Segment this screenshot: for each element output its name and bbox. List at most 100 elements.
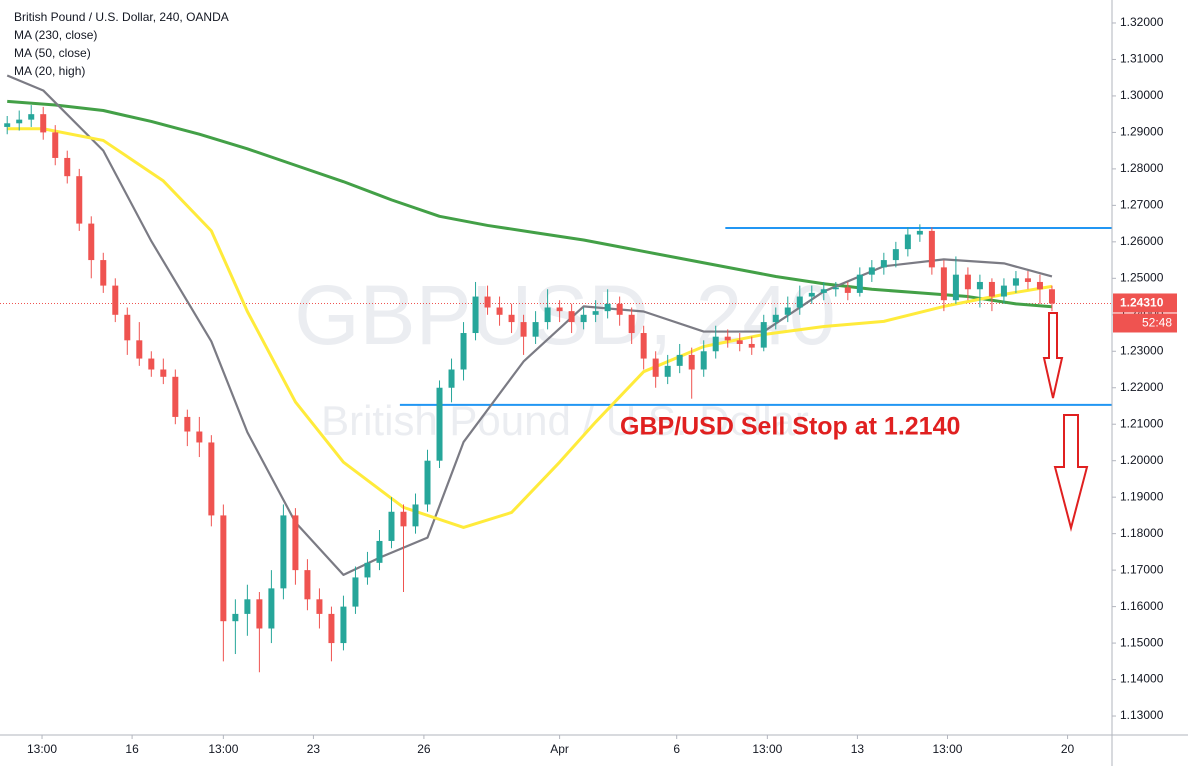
candle-body — [664, 365, 671, 377]
candle-body — [316, 599, 323, 614]
candle-body — [580, 314, 587, 323]
candle-body — [280, 515, 287, 589]
y-tick-label: 1.25000 — [1120, 270, 1164, 284]
y-tick-label: 1.28000 — [1120, 161, 1164, 175]
candle-body — [484, 296, 491, 308]
last-price-box — [1113, 293, 1177, 313]
arrow — [1053, 414, 1089, 532]
candle-body — [268, 588, 275, 629]
candle-body — [1048, 289, 1055, 304]
candle-body — [784, 307, 791, 315]
candle-body — [400, 511, 407, 527]
candle-body — [136, 340, 143, 359]
y-tick-label: 1.19000 — [1120, 489, 1164, 503]
axes: 1.32000 1.31000 1.30000 1.29000 1.28000 1.270… — [27, 15, 1177, 756]
x-tick-label: 13:00 — [752, 742, 782, 756]
candle-body — [184, 416, 191, 432]
candle-body — [640, 333, 647, 359]
x-tick-label: 6 — [673, 742, 680, 756]
candle-body — [412, 504, 419, 527]
candle-body — [892, 249, 899, 261]
candle-body — [460, 333, 467, 370]
y-tick-label: 1.14000 — [1120, 672, 1164, 686]
chart-title: British Pound / U.S. Dollar, 240, OANDA — [14, 10, 229, 24]
candle-body — [532, 322, 539, 337]
candle-body — [472, 296, 479, 334]
candle-body — [124, 314, 131, 341]
candle-body — [196, 431, 203, 443]
candle-body — [688, 354, 695, 370]
candle-body — [208, 442, 215, 516]
candle-body — [772, 314, 779, 323]
candle-body — [868, 267, 875, 275]
price-axis — [1112, 0, 1188, 766]
candle-body — [712, 336, 719, 352]
candle-body — [376, 540, 383, 563]
candle-body — [64, 157, 71, 177]
candle-body — [856, 274, 863, 293]
candle-body — [100, 260, 107, 286]
candle-body — [40, 114, 47, 133]
plot — [0, 74, 1120, 673]
candle-body — [964, 274, 971, 290]
candle-body — [112, 285, 119, 315]
arrow — [1042, 312, 1064, 399]
y-tick-label: 1.22000 — [1120, 380, 1164, 394]
candle-body — [568, 311, 575, 323]
x-tick-label: Apr — [550, 742, 569, 756]
candle-body — [424, 460, 431, 505]
candle-body — [544, 307, 551, 323]
legend-entry: MA (20, high) — [14, 64, 85, 78]
candle-body — [52, 132, 59, 158]
candle-body — [808, 292, 815, 297]
y-tick-label: 1.23000 — [1120, 343, 1164, 357]
candle-body — [4, 123, 11, 127]
candle-body — [940, 267, 947, 301]
moving-average — [7, 127, 1053, 529]
candle-body — [1012, 278, 1019, 286]
candle-body — [388, 511, 395, 541]
candle-body — [844, 287, 851, 293]
candle-body — [232, 613, 239, 622]
candle-body — [352, 577, 359, 607]
y-tick-label: 1.21000 — [1120, 416, 1164, 430]
candle-body — [304, 570, 311, 600]
candle-body — [448, 369, 455, 388]
x-tick-label: 23 — [307, 742, 321, 756]
candle-body — [676, 354, 683, 366]
candle-body — [340, 606, 347, 644]
candle-body — [988, 281, 995, 297]
candle-body — [916, 230, 923, 235]
candle-body — [616, 303, 623, 315]
last-price-label: 1.24310 — [1120, 296, 1164, 310]
y-tick-label: 1.13000 — [1120, 708, 1164, 722]
candle-body — [832, 287, 839, 290]
legend-entry: MA (230, close) — [14, 28, 97, 42]
x-tick-label: 26 — [417, 742, 431, 756]
y-tick-label: 1.30000 — [1120, 88, 1164, 102]
candle-body — [172, 376, 179, 417]
x-tick-label: 16 — [125, 742, 139, 756]
candle-body — [736, 340, 743, 344]
candle-body — [148, 358, 155, 370]
candle-body — [904, 234, 911, 250]
candle-body — [520, 322, 527, 337]
candle-body — [1036, 281, 1043, 290]
candle-body — [88, 223, 95, 261]
countdown-box — [1113, 313, 1177, 333]
x-tick-label: 13:00 — [27, 742, 57, 756]
candle-body — [256, 599, 263, 629]
candle-body — [496, 307, 503, 315]
candle-body — [364, 562, 371, 578]
y-tick-label: 1.31000 — [1120, 52, 1164, 66]
candle-body — [700, 351, 707, 370]
x-tick-label: 20 — [1061, 742, 1075, 756]
candle-body — [328, 613, 335, 644]
candle-body — [436, 387, 443, 461]
candle-body — [28, 114, 35, 120]
candle-body — [160, 369, 167, 377]
legend-entry: MA (50, close) — [14, 46, 91, 60]
candle-body — [796, 296, 803, 308]
candle-body — [592, 311, 599, 315]
